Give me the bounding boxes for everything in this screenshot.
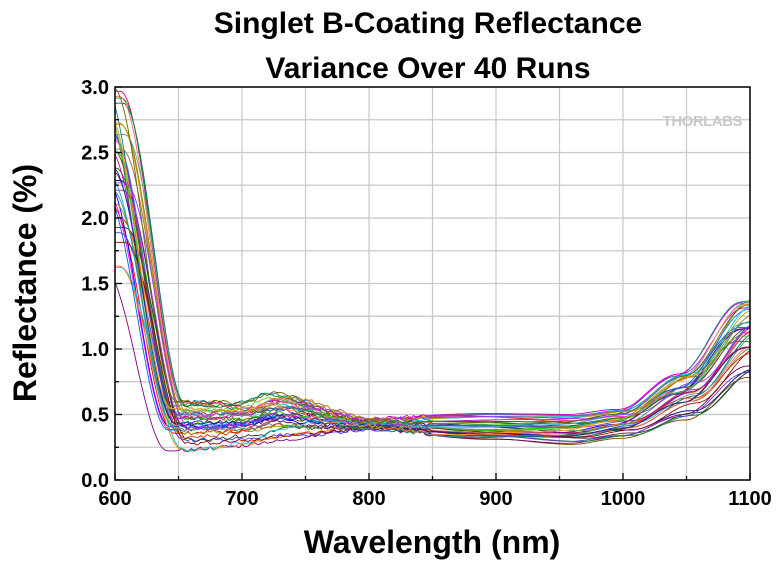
chart-title-line2: Variance Over 40 Runs <box>265 52 590 85</box>
chart-title-line1: Singlet B-Coating Reflectance <box>214 7 642 40</box>
y-tick-label: 3.0 <box>81 77 109 99</box>
x-tick-labels: 600 700 800 900 1000 1100 <box>98 488 771 510</box>
y-tick-label: 1.5 <box>81 274 109 296</box>
y-tick-labels: 0.0 0.5 1.0 1.5 2.0 2.5 3.0 <box>81 77 109 492</box>
series-line <box>115 87 750 425</box>
x-tick-label: 1000 <box>601 488 646 510</box>
axis-ticks <box>114 86 751 481</box>
series-line <box>115 191 750 438</box>
x-tick-label: 700 <box>225 488 258 510</box>
thorlabs-watermark: THORLABS <box>663 113 743 130</box>
series-line <box>115 121 750 436</box>
y-tick-label: 1.0 <box>81 339 109 361</box>
series-group <box>115 87 750 453</box>
x-tick-label: 1100 <box>728 488 771 510</box>
y-tick-label: 2.5 <box>81 143 109 165</box>
series-line <box>115 95 750 436</box>
series-line <box>115 181 750 429</box>
series-line <box>115 227 750 442</box>
x-tick-label: 600 <box>98 488 131 510</box>
y-tick-label: 2.0 <box>81 208 109 230</box>
series-line <box>115 167 750 437</box>
x-axis-label: Wavelength (nm) <box>304 524 561 560</box>
y-tick-label: 0.5 <box>81 405 109 427</box>
series-line <box>115 182 750 430</box>
series-line <box>115 122 750 422</box>
x-tick-label: 800 <box>352 488 385 510</box>
series-line <box>115 148 750 421</box>
y-axis-label: Reflectance (%) <box>7 164 43 402</box>
series-line <box>115 189 750 431</box>
x-tick-label: 900 <box>479 488 512 510</box>
y-tick-label: 0.0 <box>81 470 109 492</box>
series-line <box>115 154 750 422</box>
series-line <box>115 134 750 432</box>
